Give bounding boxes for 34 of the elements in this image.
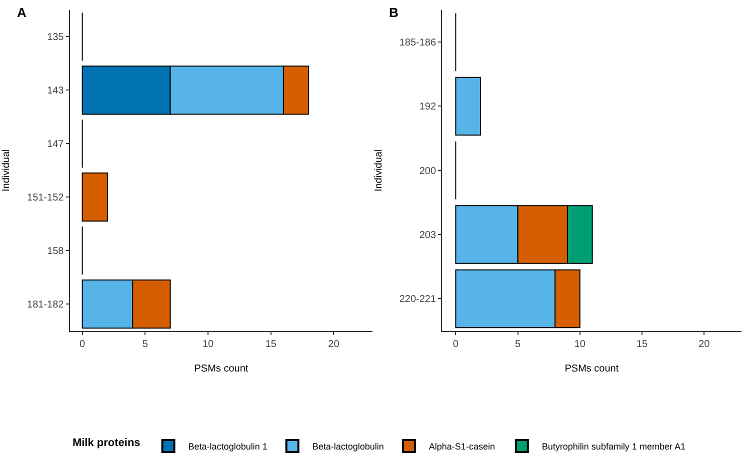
x-tick-label: 10 xyxy=(202,338,214,350)
y-tick-label: 220-221 xyxy=(399,294,436,306)
legend-title: Milk proteins xyxy=(72,436,140,449)
chart-title: B xyxy=(389,5,398,20)
x-tick-label: 0 xyxy=(452,338,459,350)
chart-title: A xyxy=(17,5,27,20)
y-tick-label: 185-186 xyxy=(399,38,436,49)
y-tick-label: 135 xyxy=(47,32,64,44)
x-tick-label: 0 xyxy=(80,338,86,350)
y-tick-label: 203 xyxy=(419,230,436,242)
x-tick-label: 5 xyxy=(515,338,522,350)
bar xyxy=(82,172,108,222)
legend-label: Beta-lactoglobulin xyxy=(312,442,384,452)
y-tick-label: 158 xyxy=(47,246,64,258)
y-tick-label: 143 xyxy=(47,86,64,97)
bar xyxy=(455,76,482,136)
x-tick-label: 5 xyxy=(142,338,148,350)
y-tick-label: 181-182 xyxy=(27,300,64,311)
y-tick-label: 151-152 xyxy=(27,192,64,204)
y-axis-title: Individual xyxy=(373,149,384,192)
y-tick-label: 192 xyxy=(419,102,436,113)
legend-label: Alpha-S1-casein xyxy=(428,442,495,452)
y-tick-label: 200 xyxy=(419,166,436,177)
x-tick-label: 10 xyxy=(574,338,586,350)
x-axis-title: PSMs count xyxy=(194,363,248,374)
x-tick-label: 15 xyxy=(265,338,277,350)
x-tick-label: 20 xyxy=(328,338,340,350)
legend-label: Butyrophilin subfamily 1 member A1 xyxy=(542,442,686,452)
x-tick-label: 15 xyxy=(636,338,648,350)
legend-label: Beta-lactoglobulin 1 xyxy=(188,442,268,452)
x-axis-title: PSMs count xyxy=(564,363,619,374)
y-axis-title: Individual xyxy=(1,149,12,192)
y-tick-label: 147 xyxy=(47,139,64,150)
x-tick-label: 20 xyxy=(698,338,710,350)
